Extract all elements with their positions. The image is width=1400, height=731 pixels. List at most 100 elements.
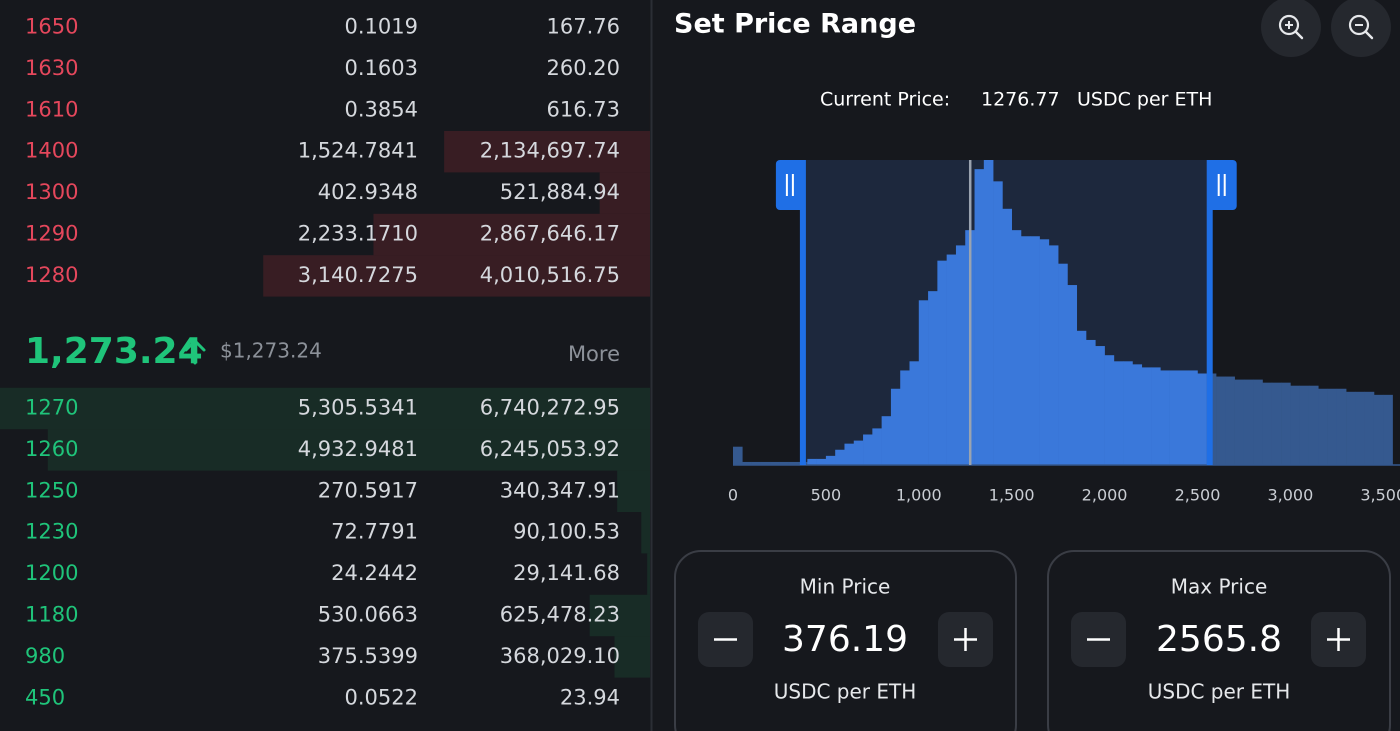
- increase-max-button[interactable]: [1311, 612, 1366, 667]
- histogram-bar: [1197, 373, 1208, 465]
- order-total: 23.94: [560, 685, 620, 709]
- decrease-max-button[interactable]: [1071, 612, 1126, 667]
- histogram-bar: [844, 443, 855, 465]
- x-tick-label: 500: [811, 486, 842, 505]
- histogram-bar: [872, 428, 882, 465]
- depth-bar: [617, 470, 650, 512]
- order-amount: 2,233.1710: [298, 222, 418, 246]
- order-total: 521,884.94: [500, 180, 620, 204]
- order-total: 29,141.68: [513, 561, 620, 585]
- x-tick-label: 0: [728, 486, 738, 505]
- order-price: 1610: [25, 97, 78, 121]
- histogram-bar: [1048, 245, 1059, 465]
- histogram-bar: [1030, 236, 1040, 465]
- histogram-bar: [1169, 370, 1180, 465]
- order-price: 1400: [25, 139, 78, 163]
- histogram-bar: [733, 446, 743, 465]
- order-amount: 24.2442: [331, 561, 418, 585]
- order-total: 368,029.10: [500, 644, 620, 668]
- histogram-bar: [1383, 394, 1393, 465]
- histogram-bar: [1355, 391, 1365, 465]
- order-amount: 402.9348: [318, 180, 418, 204]
- x-tick-label: 2,500: [1175, 486, 1221, 505]
- x-tick-label: 3,500: [1360, 486, 1400, 505]
- range-handle[interactable]: [1207, 160, 1237, 210]
- histogram-bar: [993, 181, 1003, 465]
- max-price-panel: Max Price 2565.8 USDC per ETH: [1047, 550, 1391, 731]
- x-tick-label: 2,000: [1082, 486, 1128, 505]
- more-link[interactable]: More: [568, 342, 620, 366]
- histogram-bar: [1160, 370, 1170, 465]
- histogram-bar: [1039, 239, 1050, 465]
- histogram-bar: [1299, 385, 1310, 465]
- histogram-bar: [918, 300, 929, 465]
- depth-bar: [599, 172, 650, 214]
- histogram-bar: [863, 434, 873, 465]
- current-price-label: Current Price:: [820, 89, 950, 111]
- liquidity-chart: 0 500 1,000 1,500 2,000 2,500 3,000 3,500: [728, 160, 1400, 505]
- order-price: 980: [25, 644, 65, 668]
- histogram-bar: [955, 245, 966, 465]
- histogram-bar: [1141, 367, 1152, 465]
- order-total: 616.73: [547, 97, 620, 121]
- max-price-unit: USDC per ETH: [1148, 680, 1291, 704]
- depth-bar: [589, 594, 650, 637]
- order-total: 4,010,516.75: [480, 263, 620, 287]
- range-handle-line: [799, 160, 806, 465]
- depth-bar: [444, 131, 650, 173]
- histogram-bar: [788, 461, 799, 465]
- histogram-bar: [928, 291, 938, 465]
- order-total: 6,245,053.92: [480, 437, 620, 461]
- histogram-bar: [1076, 330, 1087, 465]
- histogram-bar: [1216, 376, 1226, 465]
- depth-bar: [647, 553, 650, 595]
- histogram-bar: [1104, 355, 1115, 465]
- order-amount: 0.1603: [345, 56, 418, 80]
- order-price: 1230: [25, 520, 78, 544]
- histogram-bar: [825, 455, 836, 465]
- order-total: 90,100.53: [513, 520, 620, 544]
- depth-bar: [263, 255, 650, 297]
- up-arrow-icon: [184, 338, 206, 365]
- histogram-bar: [807, 458, 817, 465]
- order-price: 450: [25, 685, 65, 709]
- increase-min-button[interactable]: [938, 612, 993, 667]
- histogram-bar: [974, 169, 985, 465]
- histogram-bar: [1373, 394, 1384, 465]
- histogram-bar: [909, 361, 920, 465]
- histogram-bar: [1336, 388, 1347, 465]
- histogram-bar: [1058, 263, 1068, 465]
- current-price: 1276.77: [981, 89, 1060, 111]
- order-book: 1650 0.1019 167.76 1630 0.1603 260.20 1610 0.38…: [0, 6, 650, 719]
- decrease-min-button[interactable]: [698, 612, 753, 667]
- range-handle[interactable]: [775, 160, 805, 210]
- order-total: 2,867,646.17: [480, 222, 620, 246]
- order-amount: 3,140.7275: [298, 263, 418, 287]
- order-total: 260.20: [547, 56, 620, 80]
- histogram-bar: [779, 461, 790, 465]
- order-amount: 72.7791: [331, 520, 418, 544]
- order-total: 2,134,697.74: [480, 139, 620, 163]
- x-tick-label: 3,000: [1267, 486, 1313, 505]
- order-price: 1290: [25, 222, 78, 246]
- histogram-bar: [1151, 367, 1161, 465]
- order-price: 1280: [25, 263, 78, 287]
- histogram-bar: [1281, 382, 1291, 465]
- histogram-bar: [1067, 285, 1078, 465]
- histogram-bar: [751, 461, 762, 465]
- order-price: 1260: [25, 437, 78, 461]
- histogram-bar: [983, 160, 994, 465]
- min-price-value[interactable]: 376.19: [782, 619, 908, 660]
- order-total: 625,478.23: [500, 603, 620, 627]
- zoom-out-button[interactable]: [1331, 0, 1391, 57]
- max-price-value[interactable]: 2565.8: [1156, 619, 1282, 660]
- histogram-bar: [1262, 382, 1273, 465]
- usd-price: $1,273.24: [220, 339, 322, 363]
- order-price: 1630: [25, 56, 78, 80]
- zoom-in-button[interactable]: [1261, 0, 1321, 57]
- histogram-bar: [946, 254, 957, 465]
- depth-bar: [614, 636, 650, 678]
- order-amount: 270.5917: [318, 478, 418, 502]
- histogram-bar: [1271, 382, 1282, 465]
